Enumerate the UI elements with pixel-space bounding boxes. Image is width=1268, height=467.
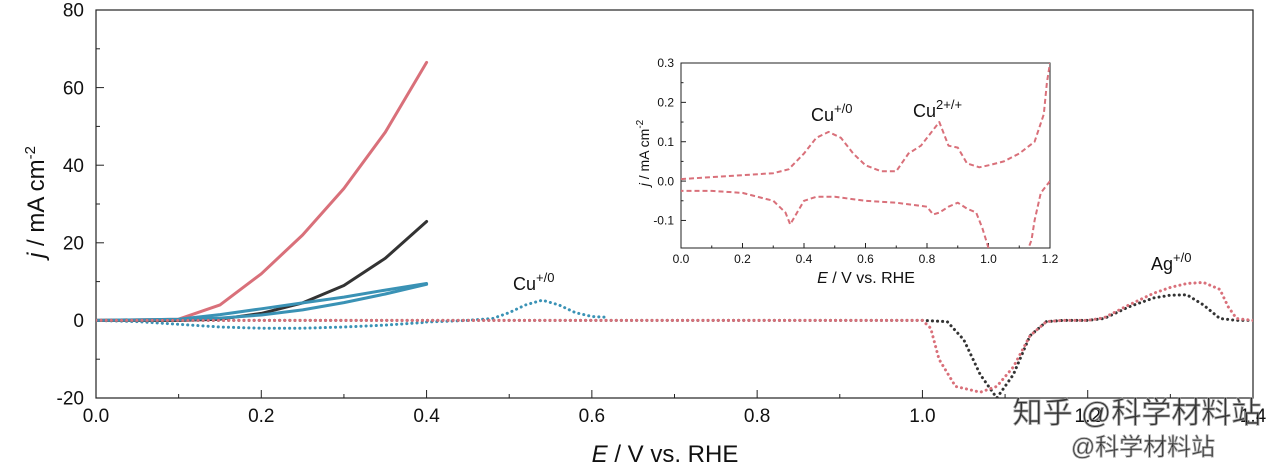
inset-y-axis: -0.1 0.0 0.1 0.2 0.3 xyxy=(653,56,686,228)
inset-y-tick-label: 0.2 xyxy=(657,96,674,110)
inset-series-group xyxy=(681,63,1050,248)
series-black-solid xyxy=(96,220,429,322)
annotation-ag-main: Ag+/0 xyxy=(1151,250,1191,274)
series-inset-cathodic-2 xyxy=(681,189,990,248)
main-x-tick-label: 0.4 xyxy=(413,406,440,427)
main-y-axis-title: j / mA cm-2 xyxy=(22,146,50,261)
main-x-tick-label: 1.2 xyxy=(1075,406,1101,427)
series-blue-dotted-cathodic xyxy=(96,318,429,330)
inset-y-tick-label: 0.3 xyxy=(657,56,674,70)
main-x-axis: 0.0 0.2 0.4 0.6 0.8 1.0 1.2 1.4 xyxy=(83,390,1267,427)
annotation-cu-main: Cu+/0 xyxy=(513,270,554,294)
main-y-tick-label: 20 xyxy=(63,233,84,254)
main-y-tick-label: 60 xyxy=(63,78,84,99)
main-x-tick-label: 1.0 xyxy=(909,406,935,427)
inset-x-axis-title: E / V vs. RHE xyxy=(817,270,915,287)
series-blue-dotted-anodic xyxy=(425,298,610,324)
inset-x-tick-label: 0.6 xyxy=(857,252,874,266)
inset-y-tick-label: 0.0 xyxy=(657,174,674,188)
series-red-solid xyxy=(96,60,429,322)
main-x-tick-label: 0.0 xyxy=(83,406,109,427)
inset-x-tick-label: 1.0 xyxy=(980,252,997,266)
series-inset-cathodic xyxy=(1027,180,1050,248)
main-x-tick-label: 0.6 xyxy=(579,406,605,427)
inset-x-tick-label: 0.0 xyxy=(673,252,690,266)
series-inset-anodic xyxy=(681,63,1050,181)
main-x-tick-label: 0.8 xyxy=(744,406,770,427)
main-plot-frame xyxy=(95,9,1254,399)
annotation-cu-inset: Cu+/0 xyxy=(811,101,852,125)
inset-x-tick-label: 0.4 xyxy=(796,252,813,266)
inset-y-tick-label: 0.1 xyxy=(657,135,674,149)
watermark-line-2: @科学材料站 xyxy=(1071,434,1215,461)
main-x-tick-label: 0.2 xyxy=(248,406,274,427)
main-y-axis: -20 0 20 40 60 80 xyxy=(57,1,104,410)
inset-y-tick-label: -0.1 xyxy=(653,214,674,228)
inset-plot-frame xyxy=(680,62,1051,249)
main-y-tick-label: 80 xyxy=(63,1,84,22)
watermark-line-1: 知乎 @科学材料站 xyxy=(1013,397,1262,430)
inset-x-axis: 0.0 0.2 0.4 0.6 0.8 1.0 1.2 xyxy=(673,243,1059,266)
main-y-tick-label: 0 xyxy=(73,311,84,332)
main-x-axis-title: E / V vs. RHE xyxy=(592,441,739,467)
inset-x-tick-label: 0.2 xyxy=(734,252,751,266)
series-blue-solid-return xyxy=(177,282,429,322)
main-y-tick-label: -20 xyxy=(57,389,84,410)
main-y-tick-label: 40 xyxy=(63,156,84,177)
series-red-dotted xyxy=(96,280,1253,394)
inset-x-tick-label: 1.2 xyxy=(1042,252,1059,266)
main-x-tick-label: 1.4 xyxy=(1240,406,1267,427)
inset-x-tick-label: 0.8 xyxy=(919,252,936,266)
annotation-cu2-inset: Cu2+/+ xyxy=(913,97,962,121)
main-series-group xyxy=(96,60,1253,398)
inset-y-axis-title: j / mA cm-2 xyxy=(635,119,652,188)
